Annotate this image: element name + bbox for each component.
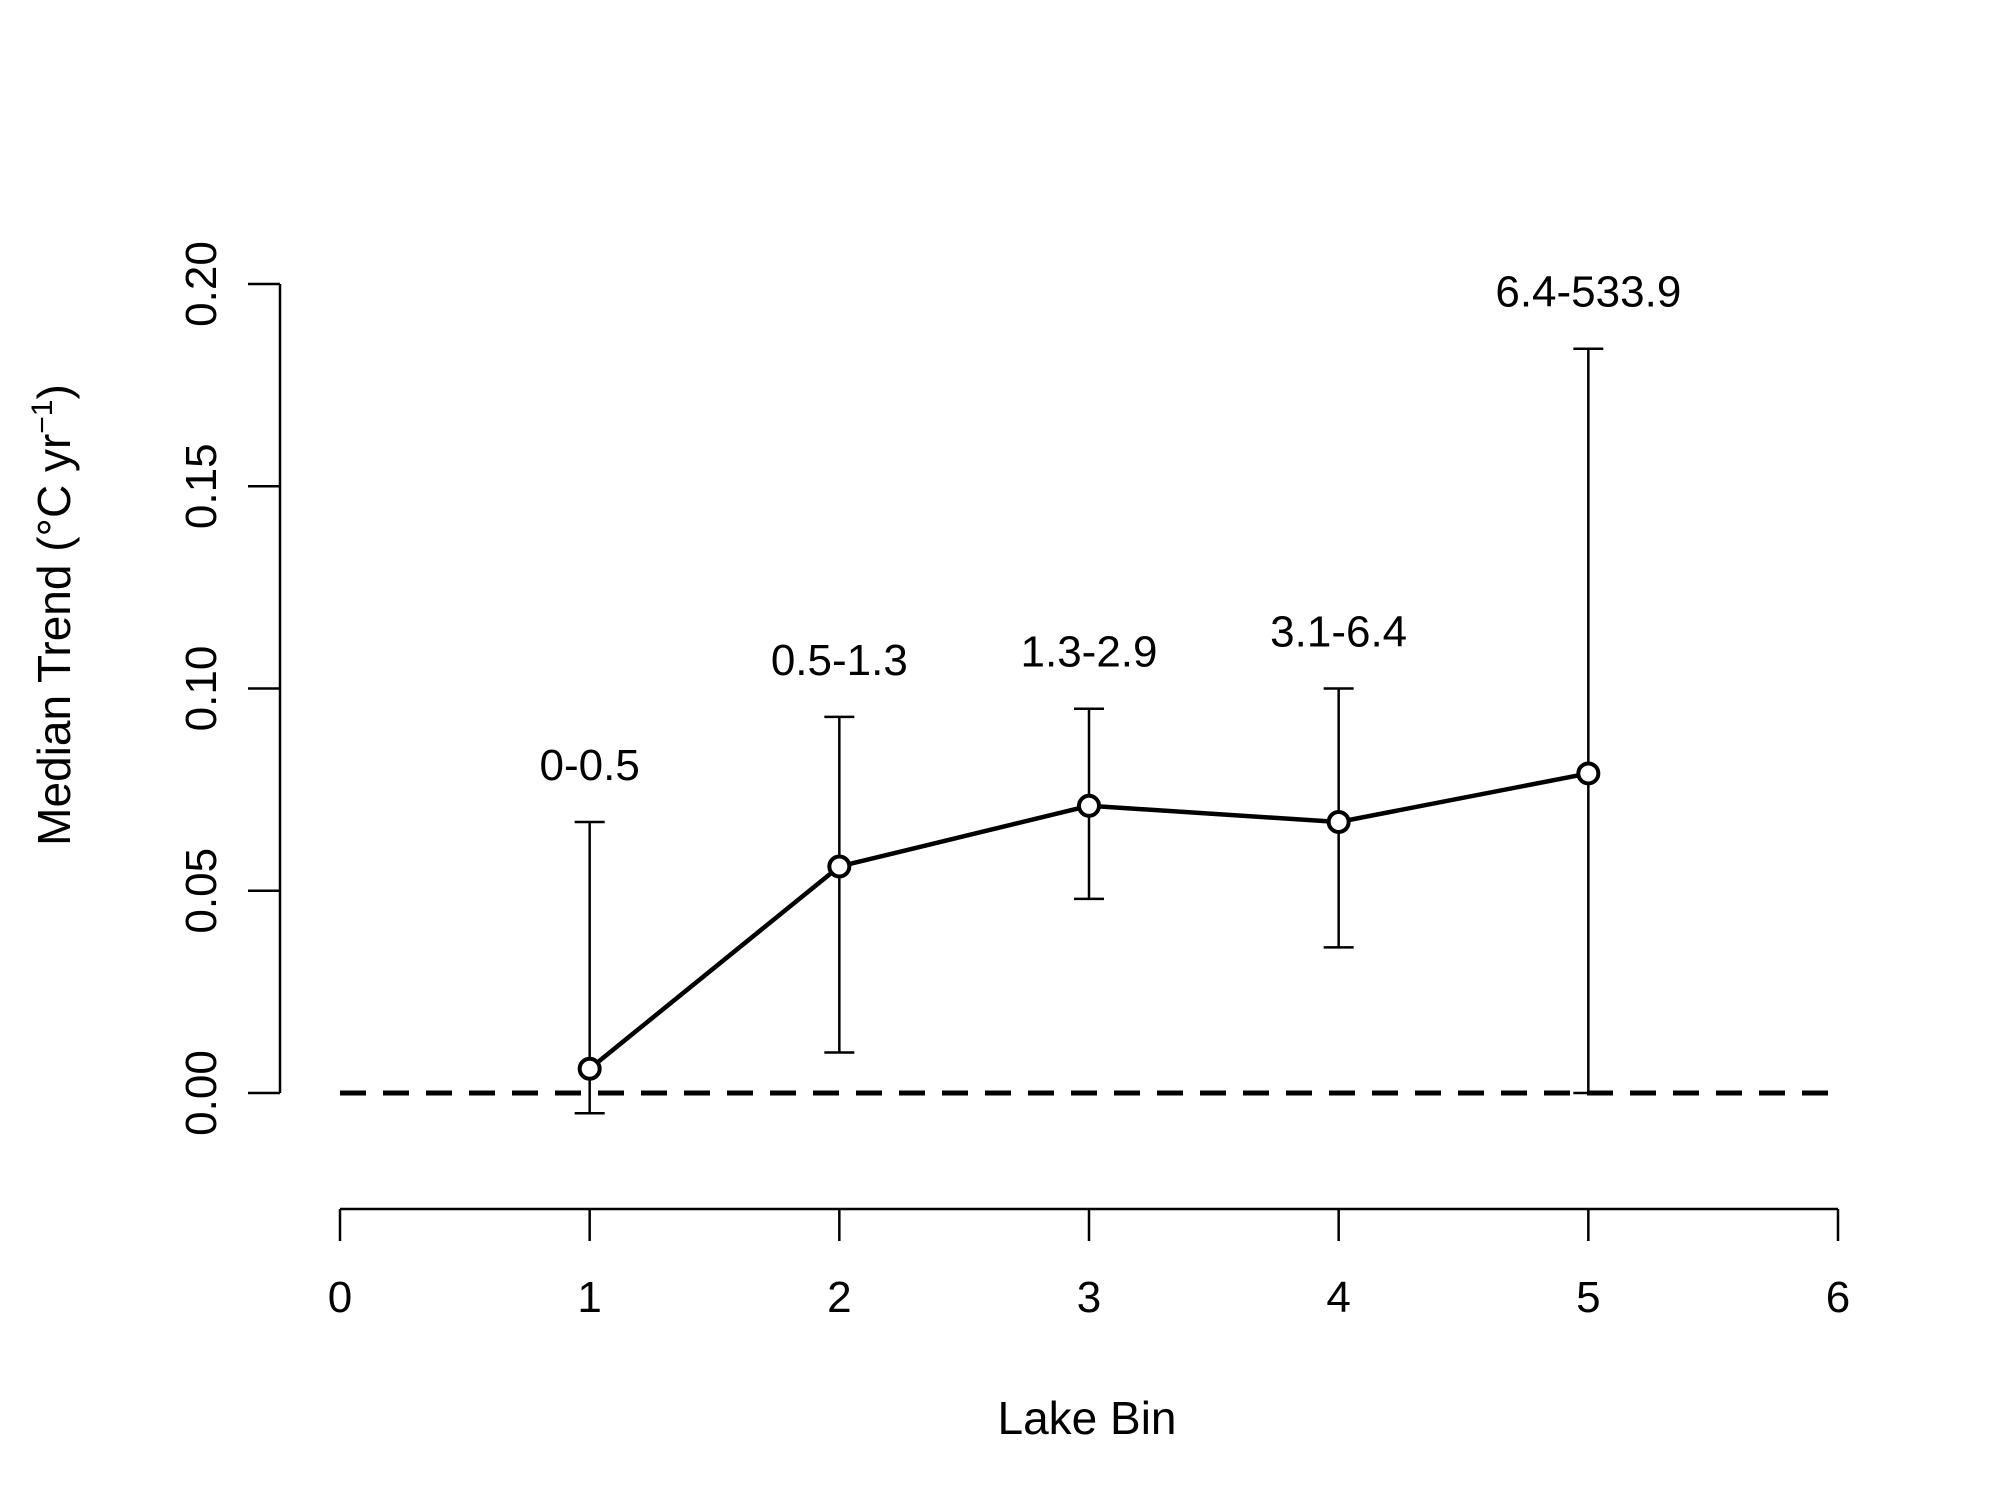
data-point xyxy=(1326,809,1351,834)
x-tick-label: 3 xyxy=(1077,1273,1101,1322)
y-tick-label: 0.05 xyxy=(177,848,226,934)
y-axis-label-close: ) xyxy=(28,384,80,399)
y-tick-label: 0.15 xyxy=(177,443,226,529)
y-tick-label: 0.10 xyxy=(177,646,226,732)
x-axis-label: Lake Bin xyxy=(997,1392,1176,1444)
bin-range-label: 6.4-533.9 xyxy=(1495,268,1681,317)
y-axis-label-degree: ° xyxy=(28,518,80,536)
bin-range-label: 0-0.5 xyxy=(540,741,640,790)
x-axis: 0 1 2 3 4 5 6 xyxy=(328,1207,1850,1322)
x-tick-label: 0 xyxy=(328,1273,352,1322)
y-axis-label-main: Median Trend ( xyxy=(28,536,80,846)
bin-range-label: 1.3-2.9 xyxy=(1021,628,1158,677)
x-tick-label: 6 xyxy=(1826,1273,1850,1322)
error-bars xyxy=(574,347,1604,1115)
data-point xyxy=(1077,793,1101,818)
y-tick-label: 0.20 xyxy=(177,241,226,327)
trend-series xyxy=(577,761,1601,1081)
y-axis-label: Median Trend (°C yr−1) xyxy=(26,384,80,846)
x-tick-label: 1 xyxy=(577,1273,601,1322)
y-axis-label-superscript: −1 xyxy=(26,399,59,433)
y-axis-label-unit: C yr xyxy=(28,434,80,518)
bin-range-label: 0.5-1.3 xyxy=(771,636,908,685)
data-point xyxy=(827,854,852,879)
data-point xyxy=(1576,761,1601,786)
bin-range-label: 3.1-6.4 xyxy=(1270,608,1407,657)
x-tick-label: 4 xyxy=(1326,1273,1350,1322)
y-tick-label: 0.00 xyxy=(177,1050,226,1136)
y-axis: 0.00 0.05 0.10 0.15 0.20 xyxy=(177,241,282,1136)
bin-range-labels: 0-0.5 0.5-1.3 1.3-2.9 3.1-6.4 6.4-533.9 xyxy=(540,268,1682,790)
data-point xyxy=(577,1056,602,1081)
x-tick-label: 2 xyxy=(827,1273,851,1322)
x-tick-label: 5 xyxy=(1576,1273,1600,1322)
